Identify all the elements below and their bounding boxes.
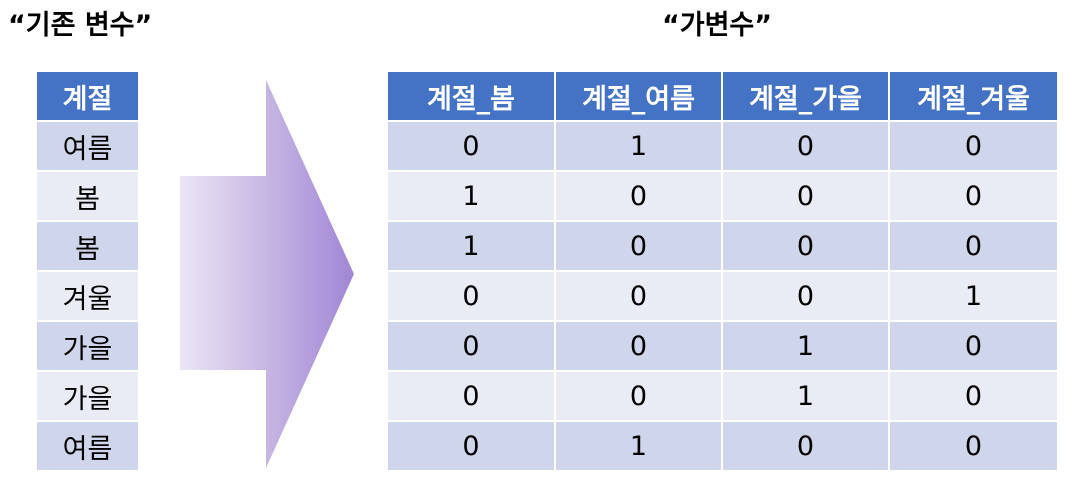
original-variable-table: 계절 여름 봄 봄 겨울 가을 가을 여름 bbox=[37, 72, 138, 472]
table-cell: 0 bbox=[388, 321, 556, 372]
table-cell: 0 bbox=[722, 171, 890, 222]
table-row: 0 0 0 1 bbox=[388, 271, 1057, 322]
table-row: 1 0 0 0 bbox=[388, 171, 1057, 222]
right-arrow-icon bbox=[180, 80, 354, 468]
table-cell: 0 bbox=[889, 321, 1057, 372]
dummy-variable-title: “가변수” bbox=[662, 10, 773, 41]
table-cell: 0 bbox=[388, 271, 556, 322]
season-cell: 봄 bbox=[37, 221, 138, 272]
table-row: 겨울 bbox=[37, 271, 138, 322]
table-header-row: 계절 bbox=[37, 72, 138, 122]
table-cell: 0 bbox=[388, 121, 556, 172]
column-header-summer: 계절_여름 bbox=[555, 72, 723, 122]
table-cell: 0 bbox=[555, 321, 723, 372]
table-cell: 1 bbox=[388, 221, 556, 272]
table-row: 봄 bbox=[37, 171, 138, 222]
table-cell: 0 bbox=[555, 271, 723, 322]
table-row: 0 1 0 0 bbox=[388, 421, 1057, 472]
table-cell: 0 bbox=[722, 421, 890, 472]
table-cell: 1 bbox=[722, 321, 890, 372]
original-variable-title: “기존 변수” bbox=[8, 10, 153, 41]
season-cell: 여름 bbox=[37, 421, 138, 472]
table-cell: 0 bbox=[388, 371, 556, 422]
season-column-header: 계절 bbox=[37, 72, 138, 122]
table-row: 0 0 1 0 bbox=[388, 371, 1057, 422]
table-cell: 1 bbox=[889, 271, 1057, 322]
table-cell: 1 bbox=[722, 371, 890, 422]
table-row: 여름 bbox=[37, 121, 138, 172]
column-header-spring: 계절_봄 bbox=[388, 72, 556, 122]
table-cell: 1 bbox=[555, 121, 723, 172]
table-cell: 0 bbox=[388, 421, 556, 472]
table-cell: 0 bbox=[555, 171, 723, 222]
column-header-winter: 계절_겨울 bbox=[889, 72, 1057, 122]
table-header-row: 계절_봄 계절_여름 계절_가을 계절_겨울 bbox=[388, 72, 1057, 122]
table-cell: 0 bbox=[722, 121, 890, 172]
table-cell: 0 bbox=[889, 121, 1057, 172]
table-cell: 0 bbox=[555, 221, 723, 272]
table-row: 여름 bbox=[37, 421, 138, 472]
table-row: 0 0 1 0 bbox=[388, 321, 1057, 372]
season-cell: 가을 bbox=[37, 321, 138, 372]
table-cell: 0 bbox=[555, 371, 723, 422]
table-cell: 0 bbox=[889, 221, 1057, 272]
season-cell: 가을 bbox=[37, 371, 138, 422]
season-cell: 겨울 bbox=[37, 271, 138, 322]
table-cell: 0 bbox=[889, 171, 1057, 222]
table-cell: 0 bbox=[722, 271, 890, 322]
season-cell: 봄 bbox=[37, 171, 138, 222]
season-cell: 여름 bbox=[37, 121, 138, 172]
table-cell: 0 bbox=[889, 371, 1057, 422]
table-row: 봄 bbox=[37, 221, 138, 272]
table-cell: 1 bbox=[555, 421, 723, 472]
table-row: 가을 bbox=[37, 371, 138, 422]
column-header-autumn: 계절_가을 bbox=[722, 72, 890, 122]
table-row: 1 0 0 0 bbox=[388, 221, 1057, 272]
dummy-variable-table: 계절_봄 계절_여름 계절_가을 계절_겨울 0 1 0 0 1 0 0 0 1… bbox=[388, 72, 1057, 472]
table-cell: 1 bbox=[388, 171, 556, 222]
table-cell: 0 bbox=[889, 421, 1057, 472]
table-row: 0 1 0 0 bbox=[388, 121, 1057, 172]
table-row: 가을 bbox=[37, 321, 138, 372]
table-cell: 0 bbox=[722, 221, 890, 272]
